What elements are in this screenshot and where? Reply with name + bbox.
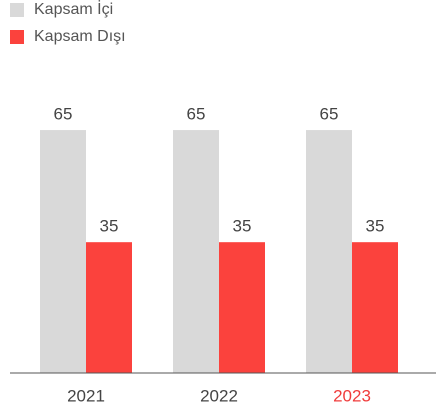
value-label: 35 [233, 217, 252, 236]
value-label: 65 [54, 105, 73, 124]
x-tick-label: 2022 [200, 386, 238, 405]
legend-label: Kapsam İçi [34, 0, 113, 18]
legend-swatch [10, 3, 24, 17]
legend-label: Kapsam Dışı [34, 28, 126, 45]
bar [306, 130, 352, 373]
value-label: 65 [320, 105, 339, 124]
value-label: 65 [187, 105, 206, 124]
bar [86, 242, 132, 373]
bar [352, 242, 398, 373]
bar [40, 130, 86, 373]
x-tick-label: 2021 [67, 386, 105, 405]
bar [219, 242, 265, 373]
x-tick-label: 2023 [333, 386, 371, 405]
legend-swatch [10, 30, 24, 44]
value-label: 35 [366, 217, 385, 236]
bar [173, 130, 219, 373]
value-label: 35 [100, 217, 119, 236]
